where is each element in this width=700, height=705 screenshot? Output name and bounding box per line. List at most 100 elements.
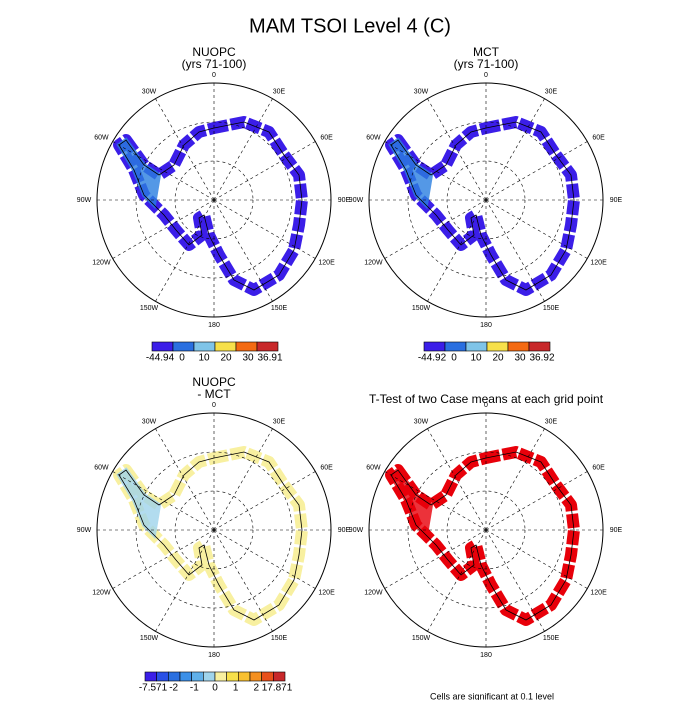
- colorbar-label: 17.871: [262, 683, 293, 694]
- colorbar-box: [256, 341, 279, 352]
- colorbar-label: 36.91: [257, 353, 282, 364]
- longitude-label: 120E: [318, 589, 335, 596]
- panel-title: T-Test of two Case means at each grid po…: [369, 392, 604, 406]
- longitude-label: 90W: [77, 527, 92, 534]
- longitude-label: 60W: [94, 464, 109, 471]
- colorbar-label: 0: [212, 683, 218, 694]
- coastline: [390, 121, 575, 291]
- longitude-label: 60W: [94, 134, 109, 141]
- longitude-label: 30W: [414, 419, 429, 426]
- colorbar-box: [214, 671, 227, 682]
- longitude-label: 120E: [590, 259, 607, 266]
- colorbar-box: [507, 341, 530, 352]
- colorbar-box: [172, 341, 195, 352]
- panel-title: NUOPC: [192, 375, 236, 389]
- longitude-label: 60E: [592, 134, 605, 141]
- colorbar-box: [168, 671, 181, 682]
- longitude-label: 30E: [545, 89, 558, 96]
- longitude-label: 90W: [349, 527, 364, 534]
- meridian: [485, 98, 545, 201]
- longitude-label: 30E: [545, 419, 558, 426]
- panel-title: (yrs 71-100): [454, 57, 519, 71]
- meridian: [485, 428, 545, 531]
- colorbar-label: 10: [470, 353, 482, 364]
- longitude-label: 120W: [92, 259, 111, 266]
- colorbar-box: [486, 341, 509, 352]
- panel-title: (yrs 71-100): [182, 57, 247, 71]
- meridian: [155, 98, 215, 201]
- colorbar-label: -44.92: [418, 353, 447, 364]
- coastline: [118, 451, 303, 621]
- longitude-label: 180: [208, 322, 220, 329]
- longitude-label: 150E: [543, 305, 560, 312]
- meridian: [384, 471, 487, 531]
- longitude-label: 60E: [592, 464, 605, 471]
- map-panel: T-Test of two Case means at each grid po…: [349, 392, 623, 659]
- colorbar-box: [465, 341, 488, 352]
- colorbar-label: 0: [451, 353, 457, 364]
- longitude-label: 30W: [142, 419, 157, 426]
- meridian: [384, 529, 487, 589]
- colorbar-box: [238, 671, 251, 682]
- colorbar-label: 30: [514, 353, 526, 364]
- colorbar-label: 0: [179, 353, 185, 364]
- longitude-label: 150W: [412, 305, 431, 312]
- meridian: [427, 428, 487, 531]
- meridian: [213, 428, 273, 531]
- longitude-label: 0: [212, 402, 216, 409]
- longitude-label: 90E: [610, 527, 623, 534]
- panel-title: NUOPC: [192, 45, 236, 59]
- meridian: [485, 471, 588, 531]
- colorbar-label: 20: [492, 353, 504, 364]
- meridian: [213, 529, 273, 632]
- meridian: [485, 529, 588, 589]
- longitude-label: 60E: [320, 134, 333, 141]
- longitude-label: 120E: [318, 259, 335, 266]
- meridian: [213, 199, 273, 302]
- longitude-label: 150E: [271, 635, 288, 642]
- longitude-label: 60E: [320, 464, 333, 471]
- longitude-label: 30E: [273, 89, 286, 96]
- colorbar-label: -7.571: [139, 683, 168, 694]
- colorbar-box: [249, 671, 262, 682]
- longitude-label: 180: [208, 652, 220, 659]
- colorbar-box: [528, 341, 551, 352]
- longitude-label: 90W: [77, 197, 92, 204]
- map-panel: NUOPC- MCT030E60E90E120E150E180150W120W9…: [77, 375, 351, 693]
- meridian: [155, 199, 215, 302]
- colorbar-box: [179, 671, 192, 682]
- meridian: [112, 141, 215, 201]
- colorbar-box: [423, 341, 446, 352]
- panel-title: MCT: [473, 45, 500, 59]
- meridian: [213, 529, 316, 589]
- figure-title: MAM TSOI Level 4 (C): [249, 15, 451, 37]
- longitude-label: 0: [484, 402, 488, 409]
- colorbar-box: [151, 341, 174, 352]
- colorbar-label: 2: [254, 683, 260, 694]
- longitude-label: 0: [212, 72, 216, 79]
- map-panel: MCT(yrs 71-100)030E60E90E120E150E180150W…: [349, 45, 623, 363]
- footnote: Cells are significant at 0.1 level: [430, 691, 554, 700]
- colorbar-box: [193, 341, 216, 352]
- colorbar-box: [191, 671, 204, 682]
- longitude-label: 180: [480, 322, 492, 329]
- longitude-label: 60W: [366, 134, 381, 141]
- longitude-label: 120W: [92, 589, 111, 596]
- meridian: [112, 529, 215, 589]
- meridian: [155, 529, 215, 632]
- colorbar-box: [144, 671, 157, 682]
- colorbar-label: 10: [198, 353, 210, 364]
- longitude-label: 90E: [338, 527, 351, 534]
- colorbar-box: [261, 671, 274, 682]
- meridian: [485, 141, 588, 201]
- meridian: [213, 471, 316, 531]
- meridian: [485, 199, 588, 259]
- longitude-label: 90W: [349, 197, 364, 204]
- longitude-label: 60W: [366, 464, 381, 471]
- meridian: [112, 199, 215, 259]
- meridian: [112, 471, 215, 531]
- longitude-label: 30W: [414, 89, 429, 96]
- meridian: [427, 98, 487, 201]
- longitude-label: 180: [480, 652, 492, 659]
- panel-title: - MCT: [197, 387, 231, 401]
